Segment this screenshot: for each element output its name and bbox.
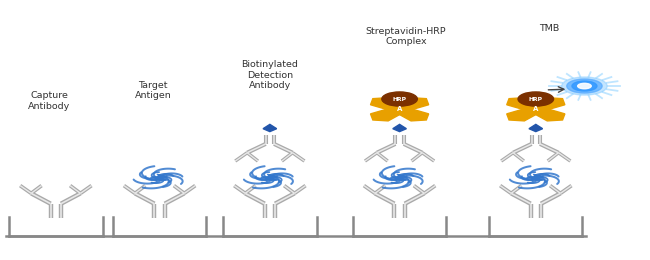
Circle shape <box>562 77 607 95</box>
Circle shape <box>572 81 597 91</box>
Text: A: A <box>397 106 402 112</box>
Text: Biotinylated
Detection
Antibody: Biotinylated Detection Antibody <box>241 60 298 90</box>
Circle shape <box>518 92 554 106</box>
Text: Streptavidin-HRP
Complex: Streptavidin-HRP Complex <box>366 27 447 46</box>
Polygon shape <box>393 124 406 132</box>
Circle shape <box>578 83 592 89</box>
Circle shape <box>391 106 409 113</box>
Circle shape <box>382 92 417 106</box>
Polygon shape <box>530 107 565 121</box>
Text: TMB: TMB <box>539 24 559 33</box>
Polygon shape <box>370 107 405 121</box>
Text: HRP: HRP <box>528 96 543 102</box>
Text: A: A <box>533 106 538 112</box>
Polygon shape <box>394 107 428 121</box>
Circle shape <box>526 106 545 113</box>
Polygon shape <box>507 107 541 121</box>
Text: HRP: HRP <box>393 96 407 102</box>
Text: Target
Antigen: Target Antigen <box>135 81 172 100</box>
Polygon shape <box>507 98 541 112</box>
Polygon shape <box>370 98 405 112</box>
Polygon shape <box>394 98 428 112</box>
Circle shape <box>567 79 602 93</box>
Polygon shape <box>263 124 277 132</box>
Polygon shape <box>529 124 543 132</box>
Polygon shape <box>530 98 565 112</box>
Text: Capture
Antibody: Capture Antibody <box>28 91 70 110</box>
